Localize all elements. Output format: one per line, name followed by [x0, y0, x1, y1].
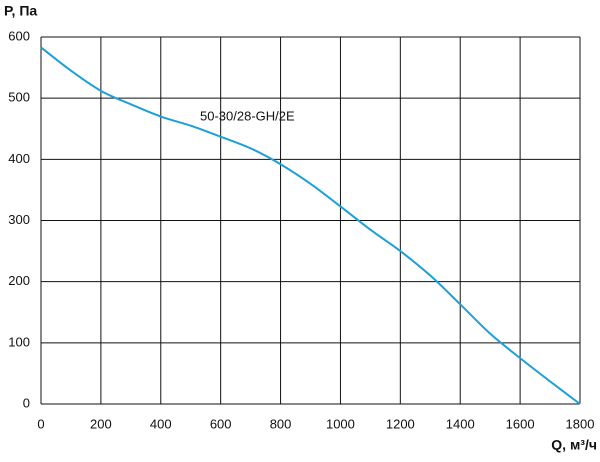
x-tick-label: 600: [210, 416, 232, 431]
x-tick-label: 1000: [326, 416, 355, 431]
x-tick-label: 1400: [446, 416, 475, 431]
annotation: 50-30/28-GH/2E: [200, 108, 295, 123]
y-tick-label: 400: [8, 151, 30, 166]
y-axis-title: P, Па: [4, 3, 37, 19]
y-tick-label: 0: [23, 395, 30, 410]
x-axis-title: Q, м³/ч: [551, 437, 597, 453]
line-series: [40, 46, 581, 405]
y-tick-label: 500: [8, 90, 30, 105]
x-tick-label: 1800: [566, 416, 595, 431]
x-tick-label: 400: [150, 416, 172, 431]
x-tick-label: 200: [90, 416, 112, 431]
y-tick-label: 600: [8, 28, 30, 43]
x-tick-label: 0: [37, 416, 44, 431]
x-tick-label: 1600: [506, 416, 535, 431]
x-tick-label: 1200: [386, 416, 415, 431]
y-tick-label: 300: [8, 212, 30, 227]
x-tick-label: 800: [270, 416, 292, 431]
y-tick-label: 200: [8, 273, 30, 288]
y-tick-label: 100: [8, 334, 30, 349]
